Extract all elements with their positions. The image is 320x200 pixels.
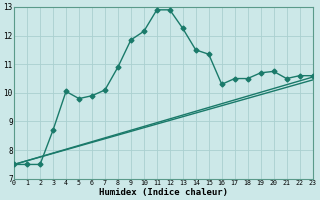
X-axis label: Humidex (Indice chaleur): Humidex (Indice chaleur) [99, 188, 228, 197]
